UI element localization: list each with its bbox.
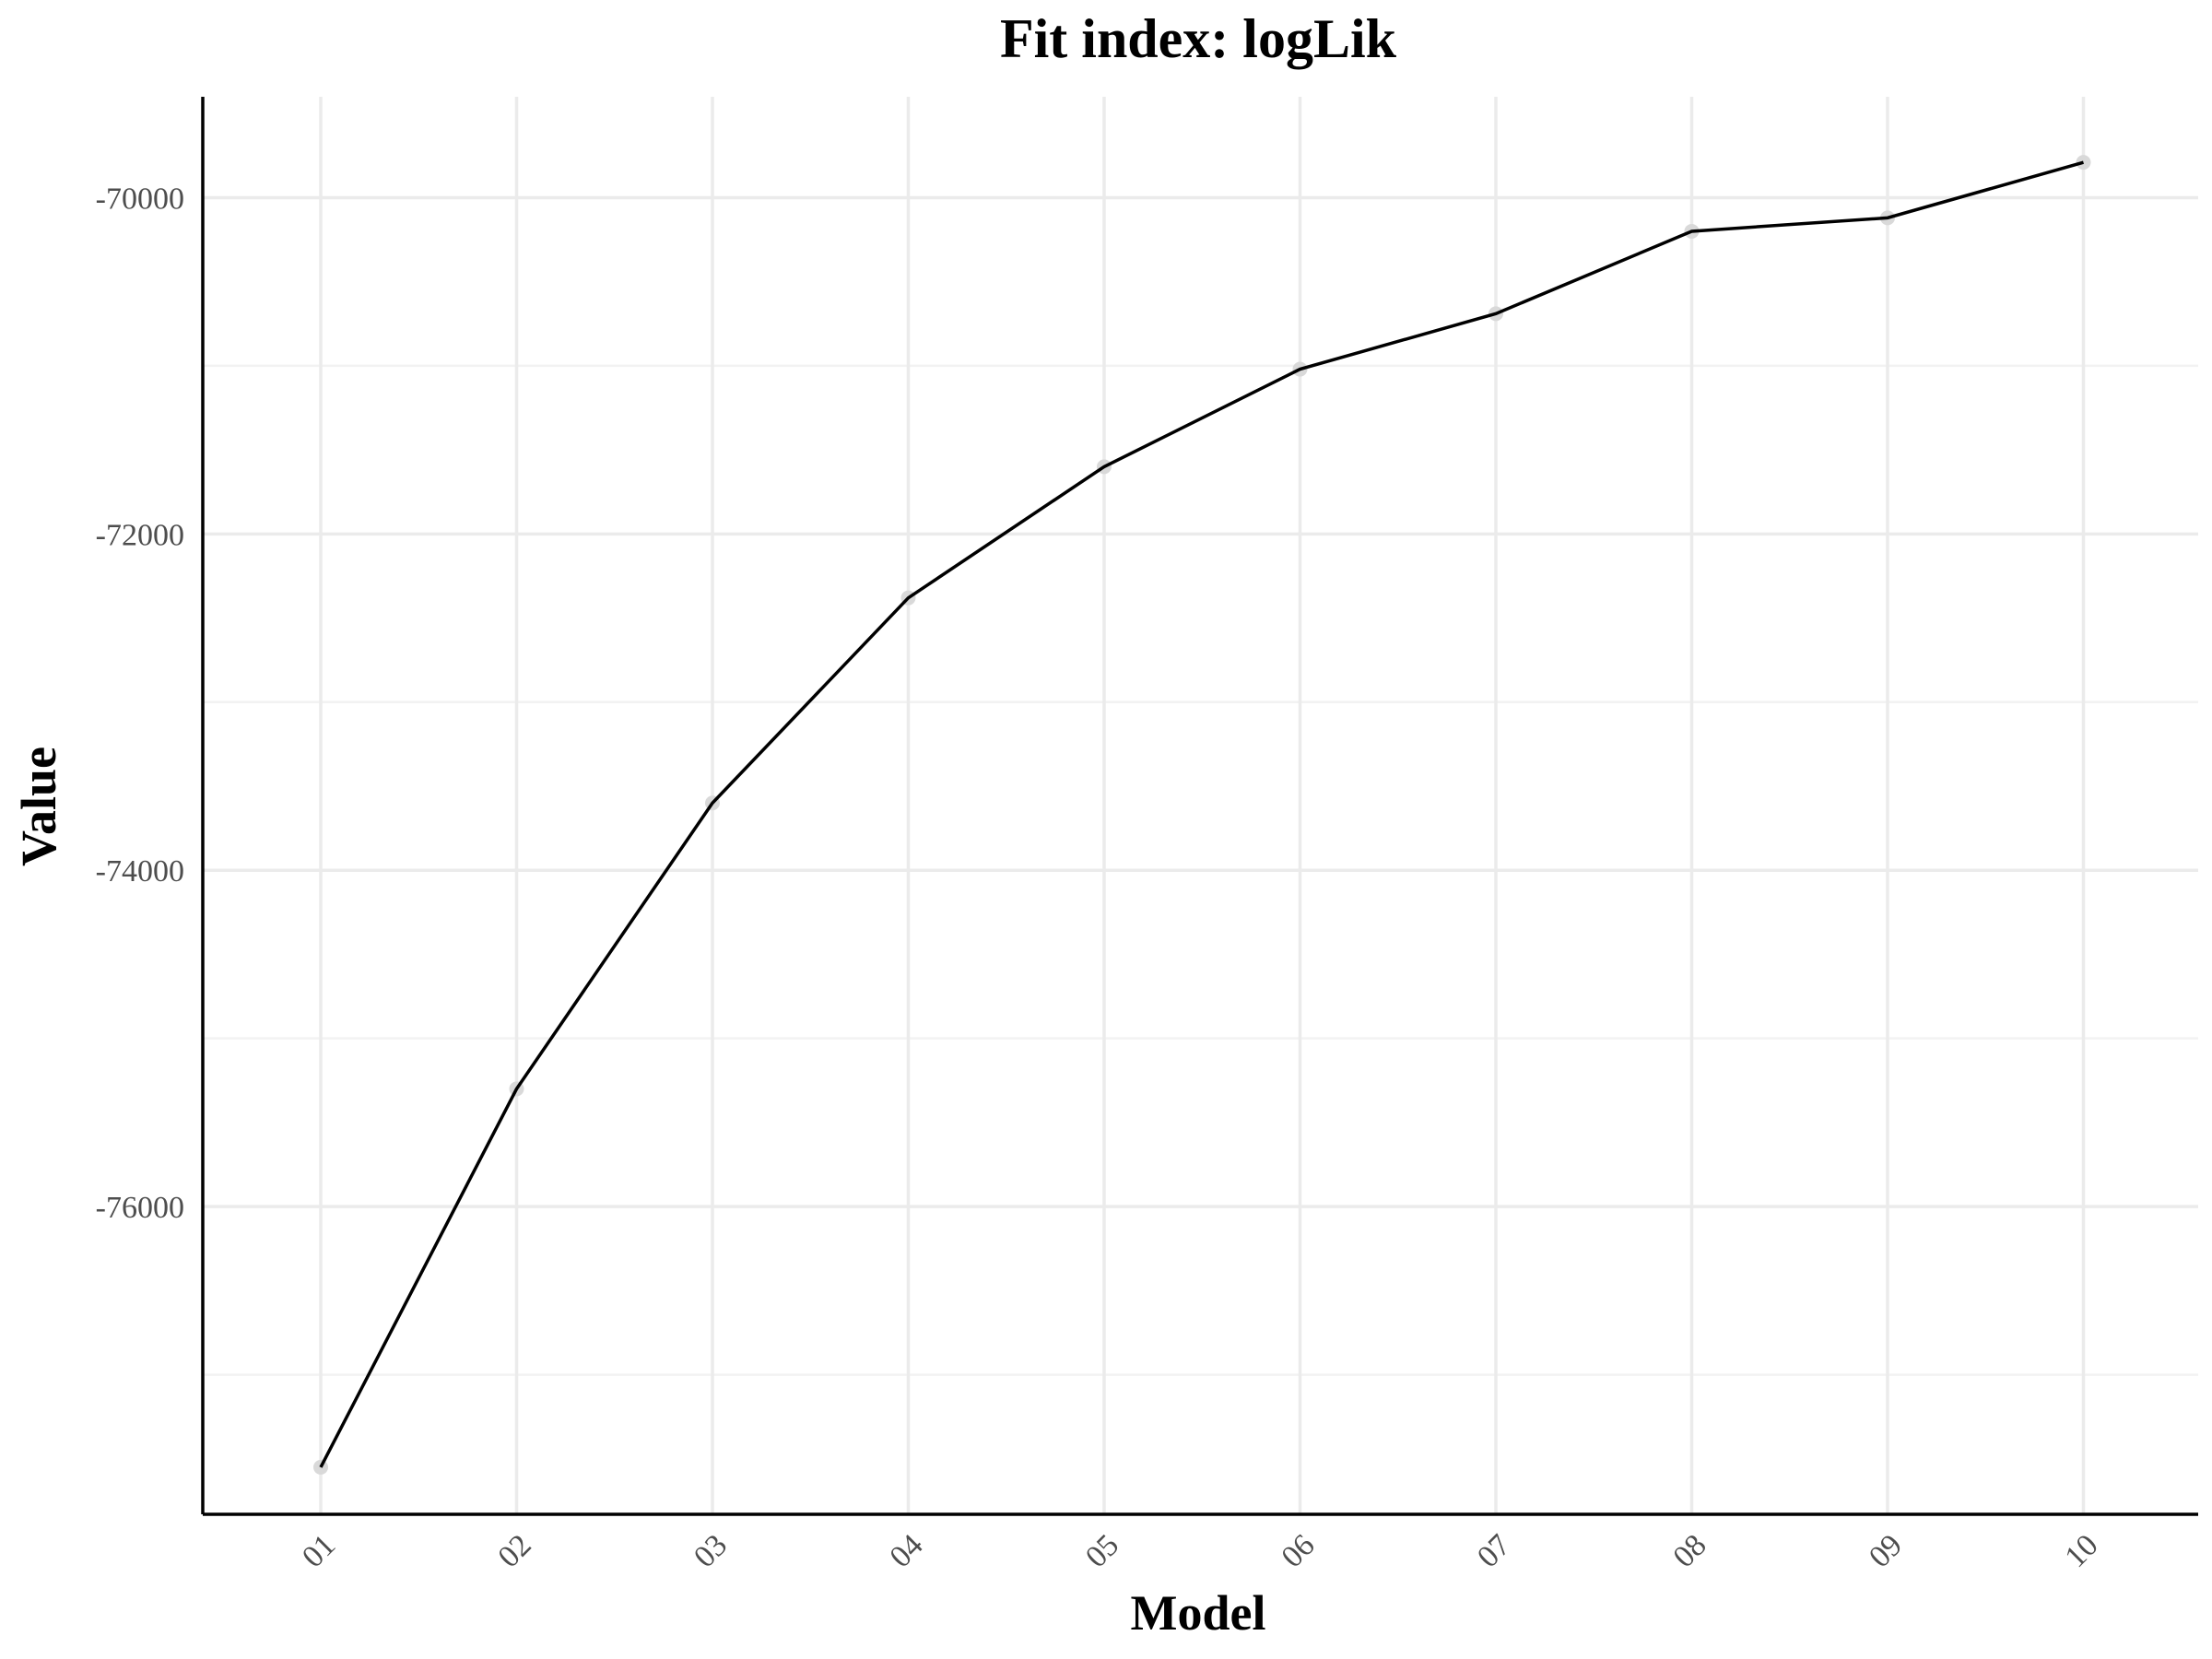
x-tick-label: 09 xyxy=(1863,1528,1909,1574)
x-tick-label: 04 xyxy=(883,1528,929,1574)
y-axis-title: Value xyxy=(11,747,66,866)
series-line xyxy=(319,160,2084,1468)
x-tick-label: 01 xyxy=(296,1528,342,1574)
x-tick-label: 02 xyxy=(491,1528,537,1574)
x-tick-label: 06 xyxy=(1275,1528,1321,1574)
data-points xyxy=(313,155,2091,1475)
grid xyxy=(203,97,2198,1514)
x-tick-label: 10 xyxy=(2058,1528,2104,1574)
x-tick-label: 08 xyxy=(1666,1528,1712,1574)
chart-title: Fit index: logLik xyxy=(1000,8,1397,69)
series xyxy=(319,160,2084,1468)
y-tick-label: -70000 xyxy=(96,182,184,216)
x-tick-label: 07 xyxy=(1471,1528,1517,1574)
axes xyxy=(201,97,2198,1516)
y-tick-label: -76000 xyxy=(96,1191,184,1225)
y-tick-label: -74000 xyxy=(96,854,184,888)
x-tick-labels: 01 02 03 04 05 06 07 08 09 10 xyxy=(296,1528,2105,1574)
y-tick-labels: -76000 -74000 -72000 -70000 xyxy=(96,182,184,1225)
x-axis-title: Model xyxy=(1131,1585,1266,1641)
y-tick-label: -72000 xyxy=(96,518,184,552)
x-tick-label: 05 xyxy=(1079,1528,1125,1574)
x-tick-label: 03 xyxy=(688,1528,734,1574)
